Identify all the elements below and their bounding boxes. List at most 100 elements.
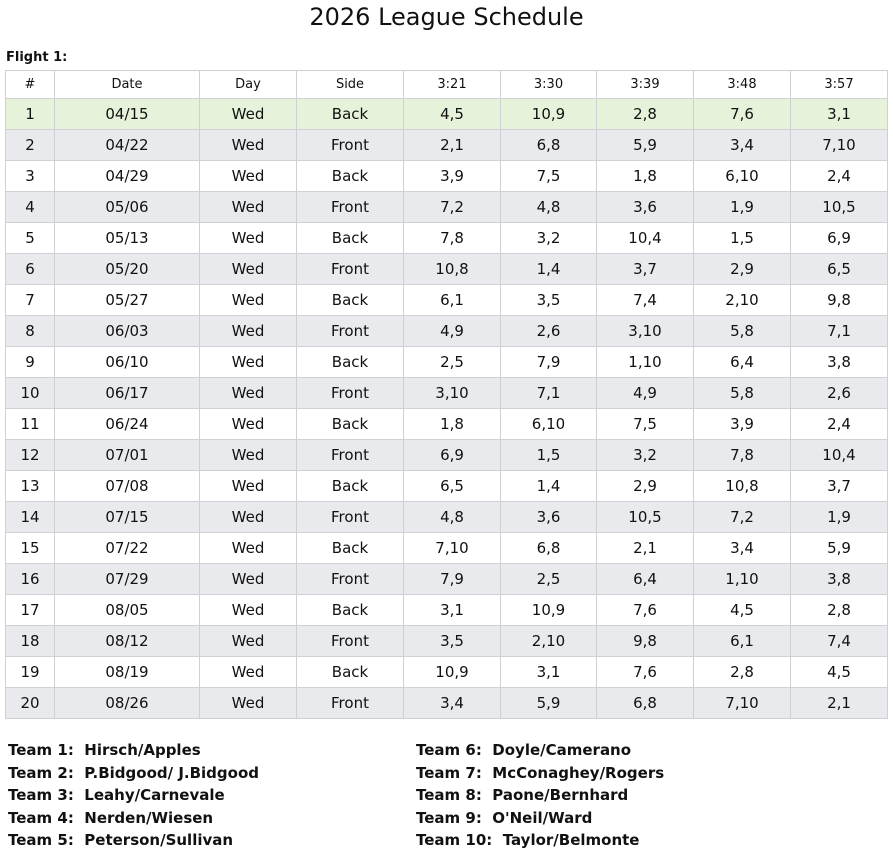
- table-cell: Front: [296, 563, 404, 595]
- table-cell: 1,5: [693, 222, 791, 254]
- table-cell: 6,9: [790, 222, 888, 254]
- table-row: 14 07/15 Wed Front 4,8 3,6 10,5 7,2 1,9: [5, 501, 888, 533]
- table-cell: 10,9: [500, 594, 597, 626]
- table-cell: Back: [296, 98, 404, 130]
- table-cell: Back: [296, 222, 404, 254]
- table-row: 13 07/08 Wed Back 6,5 1,4 2,9 10,8 3,7: [5, 470, 888, 502]
- table-cell: 13: [5, 470, 55, 502]
- table-cell: 04/29: [54, 160, 200, 192]
- table-cell: 3,9: [693, 408, 791, 440]
- table-cell: 10,8: [693, 470, 791, 502]
- table-cell: 6,1: [403, 284, 501, 316]
- table-cell: 7,10: [403, 532, 501, 564]
- table-row: 4 05/06 Wed Front 7,2 4,8 3,6 1,9 10,5: [5, 191, 888, 223]
- table-cell: 08/05: [54, 594, 200, 626]
- table-cell: 6,5: [790, 253, 888, 285]
- table-cell: 10,9: [500, 98, 597, 130]
- table-cell: 9,8: [790, 284, 888, 316]
- table-cell: 1,9: [790, 501, 888, 533]
- table-cell: 6: [5, 253, 55, 285]
- team-label: Team 4:: [8, 808, 74, 827]
- table-cell: 7,6: [596, 594, 694, 626]
- table-cell: 7,10: [693, 687, 791, 719]
- table-cell: Back: [296, 408, 404, 440]
- column-header: Side: [296, 70, 404, 99]
- table-cell: 2: [5, 129, 55, 161]
- table-cell: Back: [296, 346, 404, 378]
- table-cell: Front: [296, 253, 404, 285]
- table-cell: 7,4: [790, 625, 888, 657]
- table-cell: 4,5: [693, 594, 791, 626]
- column-header: 3:39: [596, 70, 694, 99]
- table-cell: Wed: [199, 501, 297, 533]
- team-label: Team 8:: [416, 786, 482, 804]
- table-cell: 5,9: [500, 687, 597, 719]
- table-cell: 2,4: [790, 408, 888, 440]
- column-header: Day: [199, 70, 297, 99]
- table-cell: 3,8: [790, 563, 888, 595]
- table-cell: 1,4: [500, 470, 597, 502]
- table-cell: 2,4: [790, 160, 888, 192]
- table-cell: 7,4: [596, 284, 694, 316]
- table-cell: 3,10: [596, 315, 694, 347]
- table-cell: 05/20: [54, 253, 200, 285]
- team-entry: Team 6: Doyle/Camerano: [416, 740, 631, 760]
- table-cell: 04/15: [54, 98, 200, 130]
- table-row: 19 08/19 Wed Back 10,9 3,1 7,6 2,8 4,5: [5, 656, 888, 688]
- column-header: 3:57: [790, 70, 888, 99]
- table-cell: Front: [296, 377, 404, 409]
- table-cell: 06/24: [54, 408, 200, 440]
- team-label: Team 6:: [416, 741, 482, 759]
- table-row: 12 07/01 Wed Front 6,9 1,5 3,2 7,8 10,4: [5, 439, 888, 471]
- table-cell: 3,6: [596, 191, 694, 223]
- table-cell: 10,5: [596, 501, 694, 533]
- table-cell: Front: [296, 191, 404, 223]
- table-cell: Wed: [199, 439, 297, 471]
- team-entry: Team 2: P.Bidgood/ J.Bidgood: [8, 763, 259, 783]
- table-cell: 06/10: [54, 346, 200, 378]
- table-cell: Front: [296, 129, 404, 161]
- table-cell: 3,2: [596, 439, 694, 471]
- table-cell: Front: [296, 315, 404, 347]
- table-cell: Wed: [199, 160, 297, 192]
- team-name: Hirsch/Apples: [84, 741, 201, 759]
- table-row: 17 08/05 Wed Back 3,1 10,9 7,6 4,5 2,8: [5, 594, 888, 626]
- table-row: 3 04/29 Wed Back 3,9 7,5 1,8 6,10 2,4: [5, 160, 888, 192]
- table-cell: 2,6: [500, 315, 597, 347]
- table-cell: Wed: [199, 563, 297, 595]
- table-cell: 2,9: [693, 253, 791, 285]
- table-cell: 6,9: [403, 439, 501, 471]
- table-cell: 5: [5, 222, 55, 254]
- table-cell: 19: [5, 656, 55, 688]
- table-cell: Wed: [199, 687, 297, 719]
- column-header: 3:30: [500, 70, 597, 99]
- team-label: Team 7:: [416, 763, 482, 782]
- table-cell: Front: [296, 501, 404, 533]
- table-cell: 5,8: [693, 377, 791, 409]
- table-row: 2 04/22 Wed Front 2,1 6,8 5,9 3,4 7,10: [5, 129, 888, 161]
- column-header: 3:48: [693, 70, 791, 99]
- table-cell: Back: [296, 284, 404, 316]
- table-cell: 2,9: [596, 470, 694, 502]
- table-cell: 4,5: [403, 98, 501, 130]
- table-cell: 15: [5, 532, 55, 564]
- team-entry: Team 3: Leahy/Carnevale: [8, 785, 225, 805]
- table-row: 7 05/27 Wed Back 6,1 3,5 7,4 2,10 9,8: [5, 284, 888, 316]
- table-cell: 10,5: [790, 191, 888, 223]
- table-cell: 10,4: [596, 222, 694, 254]
- table-cell: 6,5: [403, 470, 501, 502]
- team-entry: Team 7: McConaghey/Rogers: [416, 763, 664, 783]
- team-name: Paone/Bernhard: [492, 786, 629, 804]
- table-row: 20 08/26 Wed Front 3,4 5,9 6,8 7,10 2,1: [5, 687, 888, 719]
- table-cell: 3: [5, 160, 55, 192]
- table-cell: 2,5: [403, 346, 501, 378]
- table-cell: 7,10: [790, 129, 888, 161]
- table-cell: 10: [5, 377, 55, 409]
- table-cell: 05/27: [54, 284, 200, 316]
- table-cell: 2,6: [790, 377, 888, 409]
- table-cell: 4,9: [403, 315, 501, 347]
- table-cell: 5,9: [596, 129, 694, 161]
- team-label: Team 5:: [8, 831, 74, 849]
- table-cell: 6,4: [693, 346, 791, 378]
- table-cell: Front: [296, 625, 404, 657]
